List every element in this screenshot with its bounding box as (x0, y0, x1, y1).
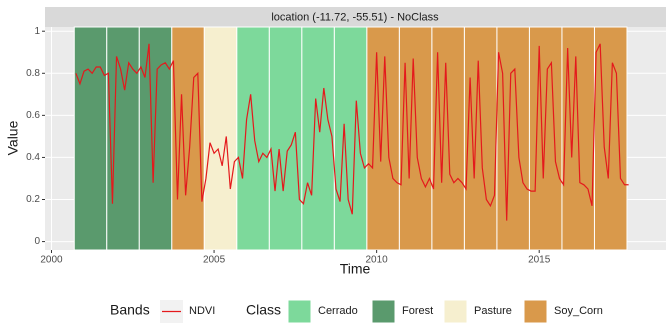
class-segment (301, 26, 335, 251)
legend-swatch (523, 299, 548, 324)
y-axis-label: Value (5, 120, 21, 155)
class-segment (593, 26, 628, 251)
legend-label: Cerrado (318, 305, 358, 317)
legend-label: Soy_Corn (554, 305, 603, 317)
y-tick-label: 0.8 (26, 68, 40, 79)
legend-title: Class (246, 302, 281, 318)
y-tick-label: 0.2 (26, 194, 40, 205)
legend-title: Bands (110, 302, 150, 318)
legend-swatch (287, 299, 312, 324)
legend-label: NDVI (189, 305, 215, 317)
class-segment (333, 26, 368, 251)
class-segment (138, 26, 173, 251)
segments (73, 26, 628, 251)
x-tick-label: 2010 (366, 255, 389, 266)
line (75, 43, 629, 221)
y-tick-label: 0.6 (26, 110, 40, 121)
y-tick-label: 0.4 (26, 152, 40, 163)
x-axis-label: Time (340, 261, 371, 277)
class-segment (236, 26, 270, 251)
legend-label: Forest (402, 305, 433, 317)
legend-label: Pasture (474, 305, 512, 317)
y-tick-label: 0 (34, 236, 40, 247)
class-segment (366, 26, 400, 251)
strip-title: location (-11.72, -55.51) - NoClass (271, 11, 439, 23)
class-segment (73, 26, 108, 251)
legend: NDVI Cerrado Forest Pasture Soy_Corn (160, 299, 603, 324)
strip (45, 7, 666, 27)
legend-swatch (371, 299, 396, 324)
x-tick-label: 2015 (528, 255, 551, 266)
x-tick-label: 2005 (203, 255, 226, 266)
class-segment (203, 26, 238, 251)
x-tick-label: 2000 (40, 255, 63, 266)
class-segment (496, 26, 530, 251)
class-segment (106, 26, 140, 251)
y-tick-label: 1 (34, 26, 40, 37)
class-segment (398, 26, 433, 251)
plot (75, 43, 629, 221)
class-segment (528, 26, 563, 251)
class-segment (268, 26, 303, 251)
legend-swatch (443, 299, 468, 324)
